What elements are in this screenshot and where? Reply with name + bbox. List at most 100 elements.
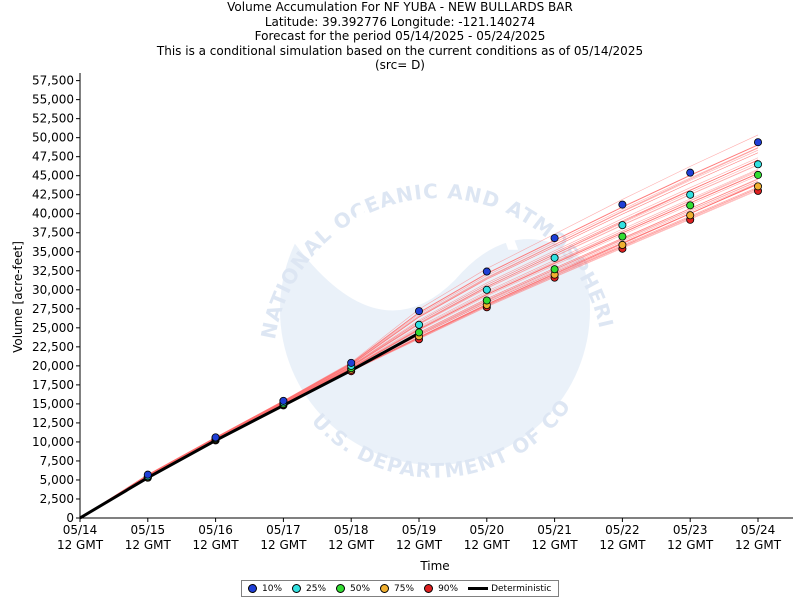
point-10pct bbox=[143, 470, 152, 479]
point-10pct bbox=[211, 433, 220, 442]
point-75pct bbox=[686, 211, 695, 220]
point-75pct bbox=[618, 240, 627, 249]
point-25pct bbox=[754, 160, 763, 169]
legend-item-deterministic: Deterministic bbox=[468, 584, 551, 594]
x-tick-sublabel: 12 GMT bbox=[532, 538, 579, 552]
legend-marker bbox=[380, 584, 390, 593]
y-tick-label: 32,500 bbox=[32, 264, 74, 278]
point-25pct bbox=[550, 253, 559, 262]
noaa-emblem-bird bbox=[285, 150, 585, 311]
x-tick-label: 05/19 bbox=[402, 523, 437, 537]
legend-item-50: 50% bbox=[336, 584, 370, 594]
y-tick-label: 7,500 bbox=[40, 454, 74, 468]
y-tick-label: 12,500 bbox=[32, 416, 74, 430]
legend-marker bbox=[336, 584, 346, 593]
point-25pct bbox=[482, 285, 491, 294]
x-tick-label: 05/16 bbox=[198, 523, 233, 537]
legend-marker bbox=[292, 584, 302, 593]
y-tick-label: 22,500 bbox=[32, 340, 74, 354]
chart-subtitle-source: (src= D) bbox=[375, 58, 425, 73]
x-tick-sublabel: 12 GMT bbox=[735, 538, 782, 552]
legend-label: 50% bbox=[350, 583, 371, 594]
watermark-logo-text: NOAA bbox=[352, 203, 519, 263]
y-tick-label: 15,000 bbox=[32, 397, 74, 411]
y-tick-label: 5,000 bbox=[40, 473, 74, 487]
point-75pct bbox=[754, 182, 763, 191]
legend-item-10: 10% bbox=[248, 584, 282, 594]
legend-label: Deterministic bbox=[491, 583, 552, 594]
x-tick-label: 05/20 bbox=[470, 523, 505, 537]
y-tick-label: 17,500 bbox=[32, 378, 74, 392]
x-tick-sublabel: 12 GMT bbox=[193, 538, 240, 552]
legend-line bbox=[468, 587, 489, 590]
y-tick-label: 0 bbox=[66, 511, 74, 525]
y-tick-label: 30,000 bbox=[32, 283, 74, 297]
point-50pct bbox=[482, 296, 491, 305]
point-50pct bbox=[618, 232, 627, 241]
x-tick-sublabel: 12 GMT bbox=[125, 538, 172, 552]
point-10pct bbox=[618, 200, 627, 209]
legend-marker bbox=[248, 584, 257, 593]
y-tick-label: 27,500 bbox=[32, 302, 74, 316]
x-tick-label: 05/14 bbox=[63, 523, 98, 537]
y-tick-label: 20,000 bbox=[32, 359, 74, 373]
x-tick-sublabel: 12 GMT bbox=[464, 538, 511, 552]
x-tick-sublabel: 12 GMT bbox=[57, 538, 104, 552]
point-25pct bbox=[686, 190, 695, 199]
x-tick-sublabel: 12 GMT bbox=[396, 538, 443, 552]
point-50pct bbox=[414, 328, 423, 337]
point-10pct bbox=[686, 168, 695, 177]
legend-item-75: 75% bbox=[380, 584, 414, 594]
legend-item-90: 90% bbox=[424, 584, 458, 594]
y-tick-label: 35,000 bbox=[32, 245, 74, 259]
y-tick-label: 45,000 bbox=[32, 169, 74, 183]
point-50pct bbox=[686, 201, 695, 210]
point-25pct bbox=[618, 221, 627, 230]
chart-subtitle-location: Latitude: 39.392776 Longitude: -121.1402… bbox=[264, 14, 536, 29]
chart-subtitle-period: Forecast for the period 05/14/2025 - 05/… bbox=[254, 29, 546, 44]
deterministic-line bbox=[79, 331, 420, 520]
axes: 0 2,500 5,000 7,500 10,000 12,500 15,000 17,500… bbox=[32, 73, 793, 552]
x-tick-sublabel: 12 GMT bbox=[260, 538, 307, 552]
chart-subtitle-conditions: This is a conditional simulation based o… bbox=[156, 43, 644, 58]
x-tick-label: 05/23 bbox=[673, 523, 708, 537]
x-tick-sublabel: 12 GMT bbox=[328, 538, 375, 552]
legend-item-25: 25% bbox=[292, 584, 326, 594]
y-tick-label: 52,500 bbox=[32, 112, 74, 126]
point-50pct bbox=[754, 170, 763, 179]
legend-label: 10% bbox=[262, 583, 283, 594]
point-10pct bbox=[550, 234, 559, 243]
x-tick-label: 05/22 bbox=[605, 523, 640, 537]
y-axis-label: Volume [acre-feet] bbox=[11, 241, 25, 353]
x-tick-label: 05/18 bbox=[334, 523, 369, 537]
y-tick-label: 47,500 bbox=[32, 150, 74, 164]
x-tick-sublabel: 12 GMT bbox=[667, 538, 714, 552]
x-axis-label: Time bbox=[419, 559, 449, 573]
chart-title: Volume Accumulation For NF YUBA - NEW BU… bbox=[227, 0, 573, 14]
chart-titles: Volume Accumulation For NF YUBA - NEW BU… bbox=[0, 0, 800, 73]
x-tick-label: 05/17 bbox=[266, 523, 301, 537]
y-tick-label: 57,500 bbox=[32, 74, 74, 88]
legend: 10% 25% 50% 75% 90% Deterministic bbox=[241, 580, 559, 597]
y-tick-label: 25,000 bbox=[32, 321, 74, 335]
point-25pct bbox=[414, 320, 423, 329]
y-tick-label: 37,500 bbox=[32, 226, 74, 240]
x-tick-label: 05/24 bbox=[741, 523, 776, 537]
legend-label: 90% bbox=[438, 583, 459, 594]
data-marks bbox=[79, 138, 763, 520]
legend-label: 25% bbox=[306, 583, 327, 594]
x-tick-label: 05/15 bbox=[131, 523, 166, 537]
point-10pct bbox=[347, 358, 356, 367]
point-10pct bbox=[482, 267, 491, 276]
y-tick-label: 55,000 bbox=[32, 93, 74, 107]
point-50pct bbox=[550, 265, 559, 274]
legend-marker bbox=[424, 584, 434, 593]
y-tick-label: 2,500 bbox=[40, 492, 74, 506]
x-tick-sublabel: 12 GMT bbox=[599, 538, 646, 552]
point-10pct bbox=[754, 138, 763, 147]
x-tick-label: 05/21 bbox=[537, 523, 572, 537]
y-tick-label: 42,500 bbox=[32, 188, 74, 202]
y-tick-label: 40,000 bbox=[32, 207, 74, 221]
y-tick-label: 50,000 bbox=[32, 131, 74, 145]
